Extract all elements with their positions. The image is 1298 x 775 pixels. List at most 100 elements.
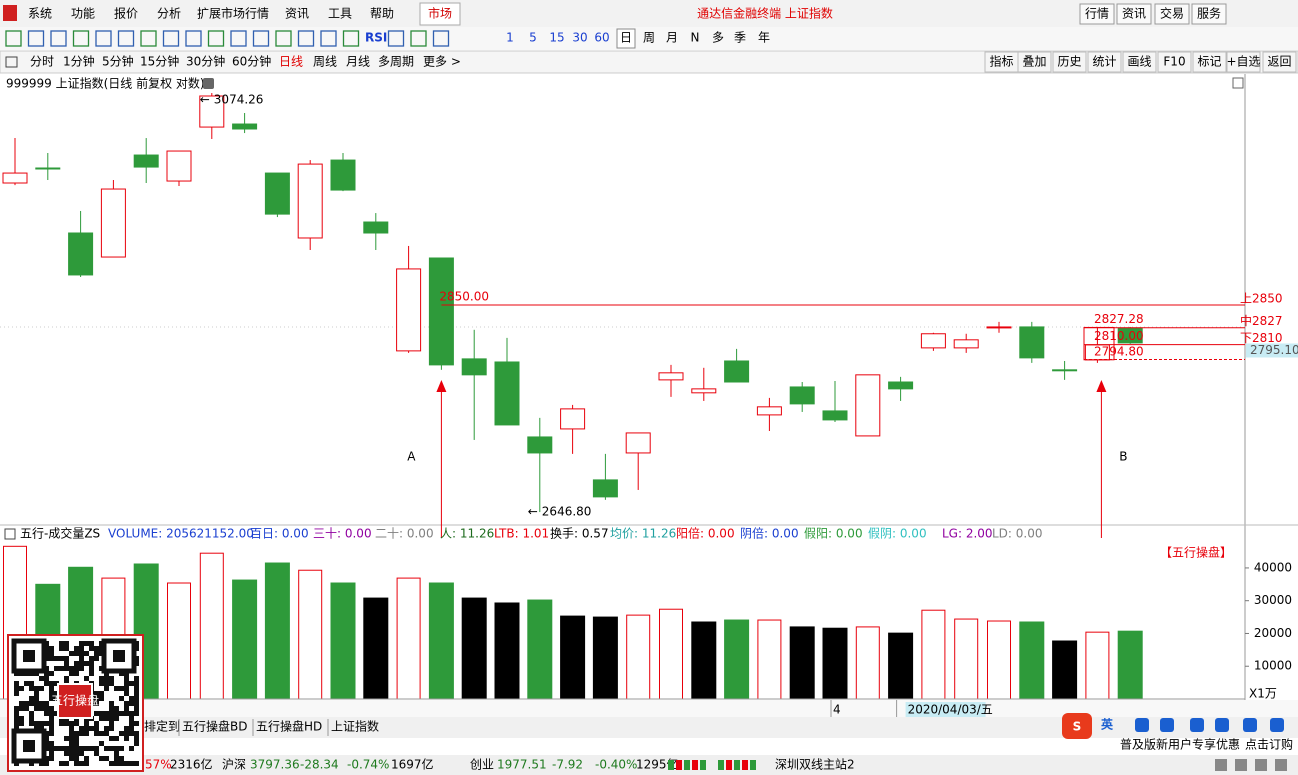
pane-buttons[interactable] bbox=[1232, 77, 1244, 89]
status-item: 创业 bbox=[470, 758, 494, 772]
top-button[interactable]: 交易 bbox=[1160, 6, 1184, 21]
period-button[interactable]: 叠加 bbox=[1022, 55, 1046, 69]
period-button[interactable]: +自选 bbox=[1226, 55, 1260, 69]
qr-module bbox=[94, 746, 99, 751]
qr-module bbox=[39, 676, 44, 681]
qr-module bbox=[84, 731, 89, 736]
ime-mode[interactable]: 英 bbox=[1101, 717, 1114, 732]
period-item[interactable]: 多周期 bbox=[378, 55, 414, 69]
period-button[interactable]: 指标 bbox=[989, 54, 1013, 69]
toolbar-icon[interactable] bbox=[207, 30, 225, 47]
tray-icon[interactable] bbox=[1255, 759, 1267, 771]
ime-icon[interactable] bbox=[1160, 718, 1174, 732]
qr-module bbox=[79, 761, 84, 766]
toolbar-icon[interactable] bbox=[95, 30, 112, 47]
period-active-bg bbox=[616, 28, 636, 49]
toolbar-icon[interactable] bbox=[410, 30, 427, 47]
menu-item[interactable]: 工具 bbox=[328, 7, 352, 21]
qr-module bbox=[69, 736, 74, 741]
period-item[interactable]: 日线 bbox=[279, 55, 303, 69]
toolbar-icon[interactable] bbox=[387, 30, 405, 47]
period-item[interactable]: 周线 bbox=[313, 55, 337, 69]
qr-module bbox=[84, 661, 89, 666]
period-item[interactable]: 1分钟 bbox=[63, 54, 95, 69]
ime-icon[interactable] bbox=[1243, 718, 1257, 732]
toolbar-period[interactable]: 年 bbox=[758, 31, 770, 45]
period-button[interactable]: 标记 bbox=[1197, 55, 1221, 69]
toolbar-period[interactable]: 30 bbox=[572, 31, 587, 45]
market-tab[interactable]: 市场 bbox=[428, 6, 452, 21]
qr-module bbox=[134, 696, 139, 701]
toolbar-icon[interactable] bbox=[275, 30, 292, 47]
toolbar-icon[interactable] bbox=[5, 30, 22, 47]
indicator-value: 假阴: 0.00 bbox=[868, 527, 927, 541]
toolbar-icon[interactable] bbox=[230, 30, 247, 47]
ime-icon[interactable] bbox=[1215, 718, 1229, 732]
menu-item[interactable]: 功能 bbox=[71, 7, 95, 21]
toolbar-icon[interactable] bbox=[117, 30, 135, 47]
period-button[interactable]: F10 bbox=[1163, 55, 1185, 69]
period-item[interactable]: 分时 bbox=[30, 55, 54, 69]
toolbar-icon[interactable] bbox=[27, 30, 45, 47]
tab[interactable]: 五行操盘HD bbox=[256, 719, 322, 734]
toolbar-icon[interactable] bbox=[162, 30, 180, 47]
candle-body bbox=[232, 123, 258, 130]
toolbar-rsi[interactable]: RSI bbox=[365, 31, 387, 45]
toolbar-icon[interactable] bbox=[72, 30, 90, 47]
ad-text[interactable]: 普及版新用户专享优惠 bbox=[1120, 737, 1240, 752]
period-button[interactable]: 返回 bbox=[1267, 55, 1291, 69]
ime-icon[interactable] bbox=[1270, 718, 1284, 732]
top-button[interactable]: 行情 bbox=[1085, 7, 1109, 21]
status-item: 2316亿 bbox=[170, 757, 213, 772]
toolbar-period[interactable]: 周 bbox=[643, 31, 655, 45]
ime-icon[interactable] bbox=[1190, 718, 1204, 732]
qr-module bbox=[49, 741, 54, 746]
period-button[interactable]: 历史 bbox=[1057, 55, 1081, 69]
ime-icon[interactable] bbox=[1135, 718, 1149, 732]
tab[interactable]: 排定到 bbox=[144, 719, 180, 734]
period-item[interactable]: 15分钟 bbox=[140, 54, 179, 69]
toolbar-period[interactable]: 季 bbox=[734, 31, 746, 45]
top-button[interactable]: 服务 bbox=[1197, 6, 1221, 21]
toolbar-icon[interactable] bbox=[252, 30, 270, 47]
period-item[interactable]: 60分钟 bbox=[232, 54, 271, 69]
toolbar-icon[interactable] bbox=[50, 30, 67, 47]
toolbar-icon[interactable] bbox=[432, 30, 450, 47]
period-item[interactable]: 月线 bbox=[346, 55, 370, 69]
qr-module bbox=[94, 711, 99, 716]
period-button[interactable]: 统计 bbox=[1092, 55, 1116, 69]
toolbar-icon[interactable] bbox=[297, 30, 315, 47]
menu-item[interactable]: 资讯 bbox=[285, 7, 309, 21]
menu-item[interactable]: 报价 bbox=[114, 6, 138, 21]
qr-module bbox=[49, 721, 54, 726]
toolbar-icon[interactable] bbox=[320, 30, 337, 47]
tray-icon[interactable] bbox=[1235, 759, 1247, 771]
toolbar-period[interactable]: 1 bbox=[506, 31, 514, 45]
tray-icon[interactable] bbox=[1275, 759, 1287, 771]
top-button[interactable]: 资讯 bbox=[1122, 7, 1146, 21]
menu-item[interactable]: 帮助 bbox=[370, 7, 394, 21]
toolbar-period[interactable]: 多 bbox=[712, 31, 724, 45]
menu-item[interactable]: 系统 bbox=[28, 7, 52, 21]
period-button[interactable]: 画线 bbox=[1127, 55, 1151, 69]
toolbar-period[interactable]: 日 bbox=[620, 31, 632, 45]
ad-link[interactable]: 点击订购 bbox=[1245, 737, 1293, 752]
qr-module bbox=[64, 661, 69, 666]
period-item[interactable]: 30分钟 bbox=[186, 54, 225, 69]
tab[interactable]: 上证指数 bbox=[331, 719, 379, 734]
toolbar-period[interactable]: 15 bbox=[549, 31, 564, 45]
toolbar-period[interactable]: 月 bbox=[666, 31, 678, 45]
toolbar-period[interactable]: 60 bbox=[594, 31, 609, 45]
menu-item[interactable]: 扩展市场行情 bbox=[197, 6, 269, 21]
toolbar-icon[interactable] bbox=[342, 30, 360, 47]
toolbar-period[interactable]: 5 bbox=[529, 31, 537, 45]
menu-item[interactable]: 分析 bbox=[157, 7, 181, 21]
toolbar-icon[interactable] bbox=[185, 30, 202, 47]
period-item[interactable]: 更多 > bbox=[423, 55, 461, 69]
qr-module bbox=[84, 761, 89, 766]
toolbar-period[interactable]: N bbox=[691, 31, 700, 45]
period-item[interactable]: 5分钟 bbox=[102, 54, 134, 69]
tray-icon[interactable] bbox=[1215, 759, 1227, 771]
tab[interactable]: 五行操盘BD bbox=[182, 719, 247, 734]
toolbar-icon[interactable] bbox=[140, 30, 157, 47]
